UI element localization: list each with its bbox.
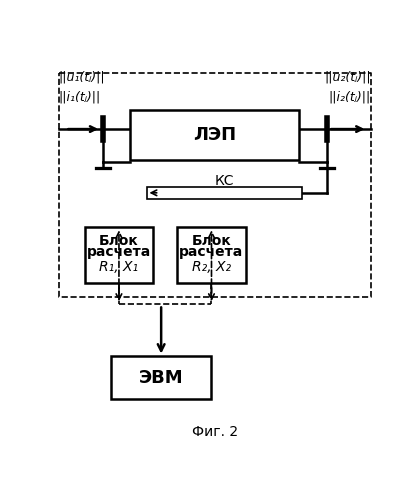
Text: ||u₁(tⱼ)||: ||u₁(tⱼ)|| [59, 71, 106, 84]
Text: Блок: Блок [191, 234, 231, 248]
Bar [85, 228, 153, 283]
Text: КС: КС [215, 174, 234, 188]
Bar [111, 356, 212, 399]
Text: R₂, X₂: R₂, X₂ [192, 260, 231, 274]
Text: ЭВМ: ЭВМ [139, 368, 184, 386]
Text: расчета: расчета [87, 244, 151, 258]
Text: ||i₂(tⱼ)||: ||i₂(tⱼ)|| [328, 90, 371, 103]
Text: расчета: расчета [179, 244, 243, 258]
Bar [177, 228, 246, 283]
Text: ЛЭП: ЛЭП [193, 126, 236, 144]
Bar [130, 110, 299, 160]
Text: Фиг. 2: Фиг. 2 [191, 424, 238, 438]
Bar [147, 186, 303, 199]
Text: R₁, X₁: R₁, X₁ [99, 260, 139, 274]
Text: ||u₂(tⱼ)||: ||u₂(tⱼ)|| [324, 71, 371, 84]
Text: ||i₁(tⱼ)||: ||i₁(tⱼ)|| [59, 90, 101, 103]
Text: Блок: Блок [99, 234, 139, 248]
